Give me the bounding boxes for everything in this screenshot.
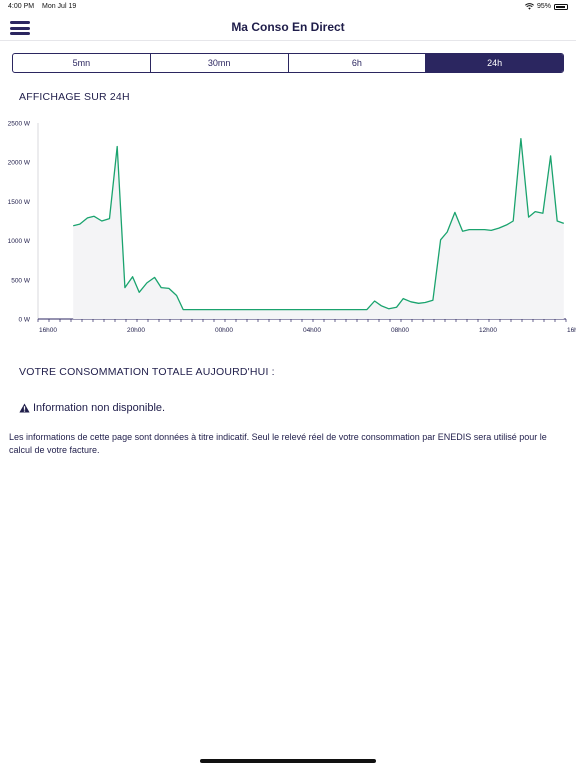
y-tick-label: 1500 W <box>8 199 31 206</box>
info-message: Information non disponible. <box>19 402 165 414</box>
hamburger-menu-icon[interactable] <box>10 21 30 35</box>
x-tick-label: 12h00 <box>479 327 497 334</box>
y-tick-label: 2500 W <box>8 121 31 128</box>
app-header: Ma Conso En Direct <box>0 14 576 41</box>
battery-icon <box>554 3 568 10</box>
segment-24h[interactable]: 24h <box>426 54 563 72</box>
y-tick-label: 500 W <box>11 277 31 284</box>
segment-30mn[interactable]: 30mn <box>151 54 289 72</box>
warning-icon <box>19 403 30 413</box>
y-tick-label: 2000 W <box>8 160 31 167</box>
x-tick-label: 04h00 <box>303 327 321 334</box>
x-tick-label: 08h00 <box>391 327 409 334</box>
status-bar: 4:00 PM Mon Jul 19 95% <box>0 0 576 14</box>
x-tick-label: 16h00 <box>39 327 57 334</box>
disclaimer-text: Les informations de cette page sont donn… <box>9 432 547 455</box>
x-tick-label: 20h00 <box>127 327 145 334</box>
consumption-chart: 2500 W 2000 W 1500 W 1000 W 500 W 0 W 16h00 20… <box>8 121 576 335</box>
y-tick-label: 1000 W <box>8 238 31 245</box>
consumption-line <box>73 138 565 311</box>
x-tick-label: 16h00 <box>567 327 576 334</box>
info-text: Information non disponible. <box>33 402 166 414</box>
status-time: 4:00 PM <box>8 3 35 10</box>
consumption-area-fill <box>73 138 564 319</box>
total-consumption-title: VOTRE CONSOMMATION TOTALE AUJOURD'HUI : <box>19 366 275 378</box>
battery-percent: 95% <box>536 3 551 10</box>
chart-section-title: AFFICHAGE SUR 24H <box>19 91 130 103</box>
segment-5mn[interactable]: 5mn <box>13 54 151 72</box>
home-indicator <box>200 759 376 763</box>
wifi-icon <box>525 3 534 10</box>
status-date: Mon Jul 19 <box>42 3 77 10</box>
page-title: Ma Conso En Direct <box>231 20 345 34</box>
period-segmented-control: 5mn 30mn 6h 24h <box>12 53 564 73</box>
segment-6h[interactable]: 6h <box>289 54 427 72</box>
x-tick-label: 00h00 <box>215 327 233 334</box>
y-tick-label: 0 W <box>18 317 30 324</box>
status-right: 95% <box>525 3 568 10</box>
